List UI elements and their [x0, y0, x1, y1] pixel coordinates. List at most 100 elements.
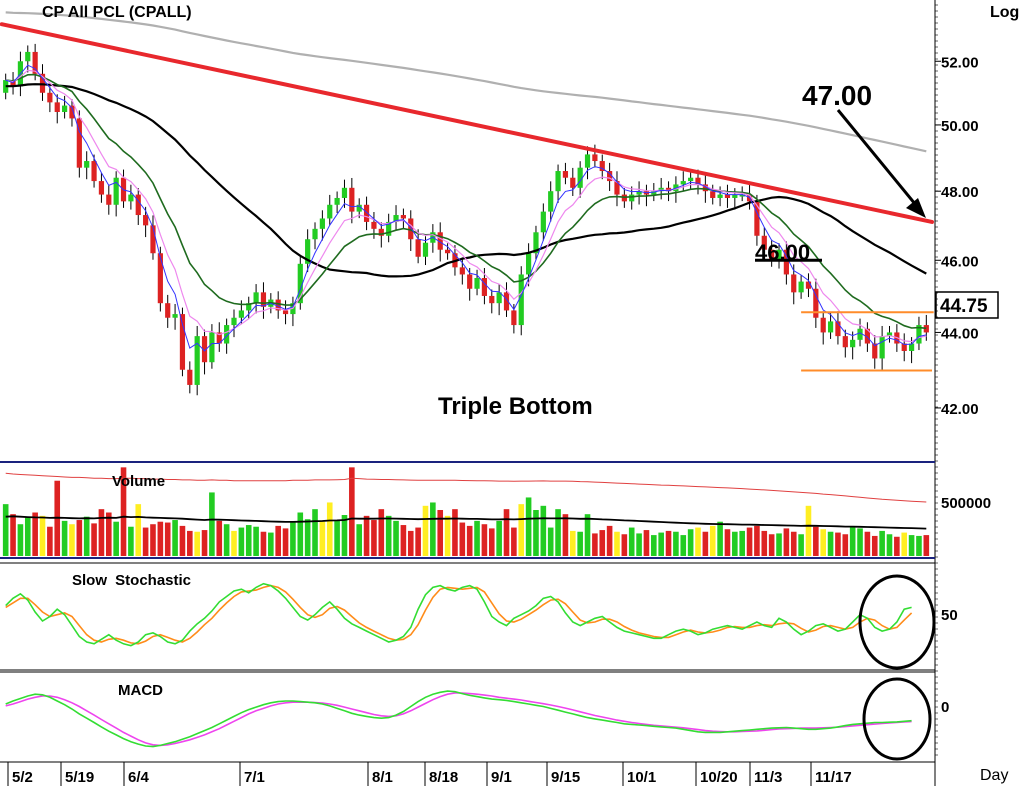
volume-bar [371, 520, 377, 556]
volume-bar [245, 525, 252, 556]
volume-bar [319, 521, 326, 556]
volume-title: Volume [112, 473, 165, 490]
candle-up [827, 321, 834, 333]
volume-bar [187, 530, 193, 556]
candle-down [363, 204, 370, 222]
volume-bar [680, 535, 687, 556]
volume-bar [805, 505, 812, 556]
candle-down [820, 317, 826, 333]
volume-bar [628, 527, 635, 556]
volume-bar [525, 497, 532, 556]
volume-bar [614, 531, 620, 556]
candle-down [599, 161, 605, 172]
macd-highlight-circle [862, 677, 932, 761]
volume-bar [901, 532, 908, 556]
candle-up [850, 339, 856, 348]
volume-bar [76, 520, 83, 556]
candle-down [282, 310, 289, 315]
volume-bar [260, 531, 267, 556]
volume-bar [61, 520, 68, 556]
date-tick-label: 8/1 [372, 769, 393, 786]
volume-bar [709, 525, 716, 556]
volume-bar [415, 527, 421, 556]
y-tick-label: 42.00 [941, 401, 979, 418]
volume-bar [820, 529, 827, 556]
volume-bar [98, 509, 105, 556]
volume-bar [702, 531, 709, 556]
candle-up [526, 253, 532, 275]
volume-bar [886, 534, 893, 556]
volume-bar [518, 504, 525, 556]
candle-down [400, 215, 406, 219]
volume-bar [857, 528, 863, 556]
candle-down [415, 239, 421, 257]
volume-bar [238, 527, 245, 556]
volume-bar [555, 509, 561, 556]
volume-bar [363, 515, 370, 556]
candle-up [518, 274, 524, 326]
volume-bar [268, 532, 274, 556]
candle-down [459, 267, 465, 275]
candle-up [246, 303, 252, 311]
candle-up [908, 343, 915, 351]
candle-up [319, 218, 325, 229]
target-arrow-shaft [836, 109, 922, 211]
date-tick-label: 5/2 [12, 769, 33, 786]
candle-down [216, 332, 222, 344]
volume-bar [577, 531, 583, 556]
stoch-k-line [5, 582, 912, 647]
target-arrow-head [906, 198, 926, 218]
macd-tick: 0 [941, 699, 949, 716]
candle-up [209, 332, 215, 363]
volume-bar [496, 520, 502, 556]
volume-bar [142, 527, 149, 556]
candle-up [555, 171, 561, 192]
candle-up [84, 161, 90, 168]
candle-down [76, 118, 82, 168]
candle-down [791, 274, 797, 293]
volume-bar [459, 522, 466, 556]
candle-up [113, 177, 119, 205]
macd-line [5, 690, 912, 748]
candle-down [872, 343, 878, 359]
volume-bar [547, 527, 554, 556]
candle-up [224, 325, 230, 344]
date-tick-label: 6/4 [128, 769, 150, 786]
volume-bar [643, 530, 650, 556]
volume-bar [923, 535, 930, 556]
volume-bar [10, 514, 16, 556]
volume-bar [216, 520, 223, 556]
candle-down [835, 321, 841, 337]
candle-up [916, 325, 922, 344]
candle-down [710, 191, 716, 198]
candle-up [474, 278, 480, 289]
candle-down [408, 218, 414, 240]
candle-down [923, 325, 929, 333]
volume-bar [157, 521, 164, 556]
date-tick-label: 9/1 [491, 769, 512, 786]
volume-bar [651, 535, 657, 556]
candle-down [444, 249, 451, 254]
volume-bar [430, 502, 436, 556]
ema-5-line [5, 64, 927, 352]
volume-bar [687, 529, 694, 556]
candle-up [297, 263, 303, 304]
volume-bar [209, 492, 215, 556]
volume-bar [400, 525, 407, 556]
candle-down [783, 249, 789, 275]
candle-up [584, 154, 591, 168]
candle-down [371, 221, 377, 229]
candle-down [805, 281, 812, 289]
y-tick-label: 48.00 [941, 184, 979, 201]
candle-down [724, 194, 731, 198]
candle-up [688, 177, 694, 182]
last-price-label: 44.75 [940, 296, 988, 317]
date-tick-label: 11/17 [815, 769, 852, 786]
sma-200-line [5, 11, 927, 153]
pattern-annotation: Triple Bottom [438, 393, 593, 420]
candle-down [813, 288, 819, 318]
volume-bar [916, 535, 922, 556]
volume-bar [569, 530, 576, 556]
candle-up [636, 191, 642, 195]
scale-label: Log [990, 4, 1019, 21]
